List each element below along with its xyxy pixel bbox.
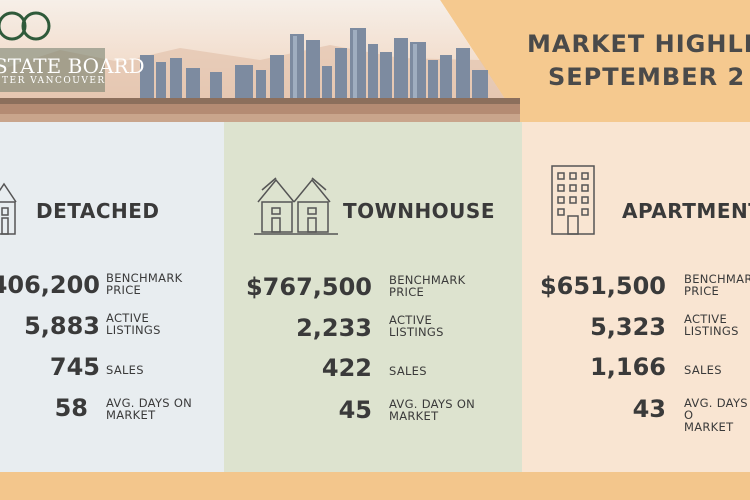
avg-days-on-market-value: 43: [632, 395, 666, 423]
footer-bar: [0, 472, 750, 500]
column-apartment: APARTMENT $651,500 BENCHMARK PRICE 5,323…: [522, 122, 750, 472]
avg-days-on-market-value: 58: [54, 394, 88, 422]
avg-days-on-market-value: 45: [338, 396, 372, 424]
avg-days-on-market-label: AVG. DAYS O MARKET: [684, 396, 748, 434]
logo-subtitle: TER VANCOUVER: [2, 76, 106, 86]
benchmark-price-label: BENCHMARK PRICE: [389, 273, 466, 299]
column-detached: DETACHED 406,200 BENCHMARK PRICE 5,883 A…: [0, 122, 224, 472]
active-listings-label: ACTIVE LISTINGS: [106, 311, 161, 337]
avg-days-on-market-label: AVG. DAYS ON MARKET: [106, 396, 193, 422]
column-townhouse: TOWNHOUSE $767,500 BENCHMARK PRICE 2,233…: [224, 122, 522, 472]
sales-value: 1,166: [590, 353, 666, 381]
column-title: DETACHED: [36, 199, 160, 223]
active-listings-label: ACTIVE LISTINGS: [684, 312, 739, 338]
townhouse-icon: [254, 177, 338, 235]
city-skyline-photo: [0, 0, 520, 122]
avg-days-on-market-label: AVG. DAYS ON MARKET: [389, 397, 476, 423]
sales-label: SALES: [106, 363, 144, 377]
page-title: MARKET HIGHLIGH: [527, 30, 750, 58]
column-title: APARTMENT: [622, 199, 750, 223]
sales-label: SALES: [389, 364, 427, 378]
benchmark-price-label: BENCHMARK PRICE: [684, 272, 750, 298]
active-listings-label: ACTIVE LISTINGS: [389, 313, 444, 339]
benchmark-price-label: BENCHMARK PRICE: [106, 271, 183, 297]
sales-label: SALES: [684, 363, 722, 377]
sales-value: 422: [321, 354, 372, 382]
active-listings-value: 5,883: [24, 312, 100, 340]
active-listings-value: 5,323: [590, 313, 666, 341]
benchmark-price-value: $767,500: [245, 273, 372, 301]
benchmark-price-value: $651,500: [539, 272, 666, 300]
header-banner: [440, 0, 750, 122]
sales-value: 745: [49, 353, 100, 381]
benchmark-price-value: 406,200: [0, 271, 100, 299]
logo-board-name: STATE BOARD: [0, 54, 145, 78]
column-title: TOWNHOUSE: [343, 199, 495, 223]
house-icon: [0, 182, 17, 235]
active-listings-value: 2,233: [296, 314, 372, 342]
page-subtitle-date: SEPTEMBER 2: [548, 63, 746, 91]
header: STATE BOARD TER VANCOUVER MARKET HIGHLIG…: [0, 0, 750, 122]
apartment-building-icon: [551, 165, 595, 235]
